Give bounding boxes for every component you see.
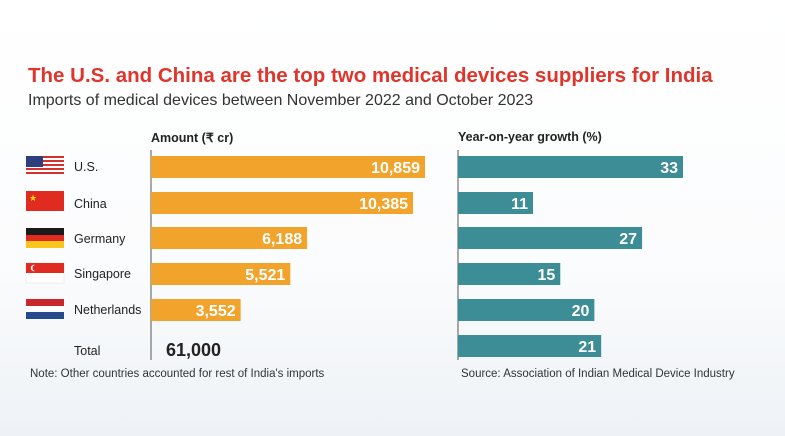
growth-bar-5 <box>458 335 602 357</box>
growth-bar-0 <box>458 156 683 178</box>
amount-bar-3 <box>151 263 291 285</box>
amount-bar-2 <box>151 227 308 249</box>
svg-text:★: ★ <box>29 194 37 204</box>
growth-bar-label-5: 21 <box>578 339 596 356</box>
amount-bar-label-2: 6,188 <box>262 231 302 248</box>
country-label-germany: Germany <box>74 232 126 246</box>
growth-bar-1 <box>458 192 533 214</box>
germany-flag-icon <box>26 228 64 248</box>
country-label-us: U.S. <box>74 160 98 174</box>
growth-bar-2 <box>458 227 643 249</box>
growth-column-header: Year-on-year growth (%) <box>458 130 602 144</box>
amount-bars: 10,859 10,385 6,188 5,521 3,552 <box>151 156 425 321</box>
growth-bar-3 <box>458 263 561 285</box>
growth-bar-4 <box>458 299 595 321</box>
us-flag-icon <box>26 156 64 176</box>
growth-bars: 33 11 27 15 20 21 <box>458 156 683 357</box>
note-text: Note: Other countries accounted for rest… <box>30 368 325 380</box>
country-label-singapore: Singapore <box>74 267 131 281</box>
chart-subtitle: Imports of medical devices between Novem… <box>28 92 534 109</box>
amount-bar-label-4: 3,552 <box>196 303 236 320</box>
amount-bar-label-3: 5,521 <box>245 267 285 284</box>
total-label: Total <box>74 344 100 358</box>
chart-title: The U.S. and China are the top two medic… <box>28 64 713 87</box>
growth-bar-label-3: 15 <box>537 267 555 284</box>
country-label-netherlands: Netherlands <box>74 303 141 317</box>
amount-bar-0 <box>151 156 425 178</box>
growth-bar-label-1: 11 <box>511 196 528 213</box>
amount-bar-1 <box>151 192 414 214</box>
amount-bar-label-0: 10,859 <box>371 160 420 177</box>
source-text: Source: Association of Indian Medical De… <box>461 368 735 380</box>
growth-bar-label-2: 27 <box>619 231 637 248</box>
netherlands-flag-icon <box>26 299 64 319</box>
amount-column-header: Amount (₹ cr) <box>151 131 234 145</box>
country-label-china: China <box>74 197 107 211</box>
amount-bar-4 <box>151 299 241 321</box>
china-flag-icon: ★ <box>26 191 64 211</box>
total-value: 61,000 <box>166 340 221 360</box>
growth-bar-label-0: 33 <box>660 160 678 177</box>
amount-bar-label-1: 10,385 <box>359 196 408 213</box>
singapore-flag-icon <box>25 262 65 284</box>
growth-bar-label-4: 20 <box>572 303 590 320</box>
